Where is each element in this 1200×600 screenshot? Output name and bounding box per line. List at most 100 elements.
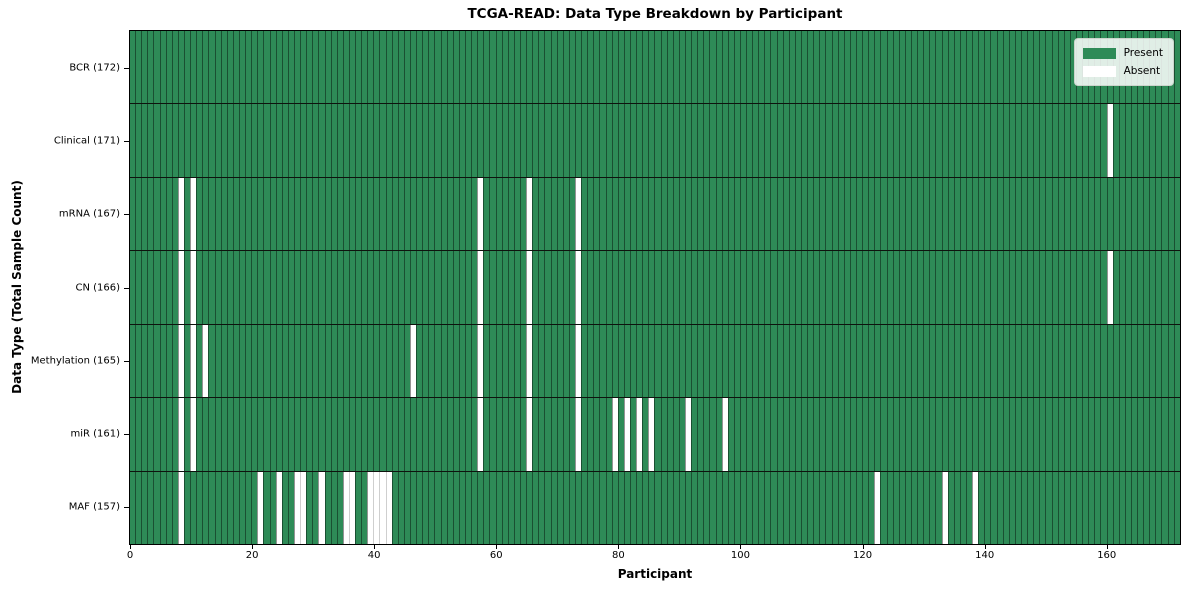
heatmap-cell — [257, 251, 264, 324]
heatmap-cell — [501, 251, 508, 324]
heatmap-cell — [770, 31, 777, 104]
heatmap-cell — [385, 324, 392, 398]
heatmap-cell — [446, 251, 453, 324]
heatmap-cell — [691, 177, 698, 251]
heatmap-cell — [495, 324, 502, 398]
heatmap-cell — [1161, 471, 1168, 544]
heatmap-cell — [611, 398, 618, 471]
heatmap-cell — [135, 471, 142, 544]
x-tick-mark — [496, 545, 498, 549]
heatmap-cell — [147, 177, 154, 251]
heatmap-cell — [501, 31, 508, 104]
heatmap-cell — [636, 177, 643, 251]
heatmap-cell — [752, 31, 759, 104]
heatmap-cell — [1124, 104, 1131, 177]
heatmap-cell — [483, 104, 490, 177]
heatmap-cell — [581, 177, 588, 251]
heatmap-cell — [1063, 398, 1070, 471]
heatmap-cell — [709, 398, 716, 471]
heatmap-cell — [1033, 471, 1040, 544]
heatmap-cell — [636, 251, 643, 324]
heatmap-cell — [794, 31, 802, 104]
heatmap-cell — [428, 324, 435, 398]
heatmap-cell — [251, 251, 258, 324]
heatmap-cell — [788, 104, 795, 177]
heatmap-cell — [947, 251, 954, 324]
heatmap-cell — [935, 251, 942, 324]
y-tick-mark — [124, 214, 129, 216]
heatmap-cell — [507, 471, 514, 544]
heatmap-cell — [513, 324, 520, 398]
x-tick-mark — [130, 545, 131, 549]
heatmap-cell — [513, 104, 520, 177]
heatmap-cell — [862, 324, 869, 398]
heatmap-cell — [293, 31, 301, 104]
heatmap-cell — [214, 31, 221, 104]
heatmap-cell — [752, 177, 759, 251]
heatmap-cell — [171, 471, 178, 544]
heatmap-cell — [1155, 324, 1162, 398]
heatmap-cell — [574, 251, 582, 324]
heatmap-cell — [758, 104, 765, 177]
heatmap-cell — [287, 251, 294, 324]
heatmap-cell — [819, 324, 826, 398]
heatmap-cell — [617, 398, 624, 471]
heatmap-cell — [361, 177, 368, 251]
heatmap-cell — [135, 31, 142, 104]
heatmap-cell — [556, 324, 563, 398]
heatmap-cell — [458, 177, 466, 251]
heatmap-cell — [965, 471, 973, 544]
heatmap-cell — [165, 324, 172, 398]
heatmap-cell — [996, 471, 1003, 544]
y-tick-mark — [124, 507, 129, 509]
heatmap-cell — [245, 398, 252, 471]
heatmap-cell — [978, 324, 985, 398]
heatmap-cell — [752, 471, 759, 544]
heatmap-cell — [196, 104, 203, 177]
heatmap-row-miR — [130, 397, 1180, 471]
heatmap-cell — [422, 251, 429, 324]
heatmap-cell — [544, 251, 551, 324]
heatmap-cell — [397, 324, 404, 398]
heatmap-cell — [568, 471, 575, 544]
heatmap-cell — [941, 251, 948, 324]
heatmap-cell — [1088, 104, 1095, 177]
heatmap-cell — [1002, 31, 1009, 104]
heatmap-cell — [489, 471, 496, 544]
heatmap-cell — [342, 104, 349, 177]
heatmap-cell — [648, 398, 655, 471]
heatmap-cell — [177, 324, 184, 398]
heatmap-cell — [678, 398, 685, 471]
heatmap-cell — [202, 31, 209, 104]
heatmap-cell — [935, 471, 942, 544]
heatmap-cell — [130, 398, 136, 471]
heatmap-cell — [856, 31, 863, 104]
heatmap-cell — [1057, 104, 1064, 177]
heatmap-cell — [1082, 177, 1089, 251]
heatmap-cell — [422, 177, 429, 251]
heatmap-cell — [1167, 104, 1174, 177]
heatmap-cell — [1020, 251, 1028, 324]
heatmap-cell — [807, 104, 814, 177]
heatmap-cell — [141, 471, 148, 544]
heatmap-cell — [758, 398, 765, 471]
x-tick-mark — [984, 545, 986, 549]
heatmap-cell — [672, 398, 679, 471]
heatmap-cell — [275, 398, 282, 471]
heatmap-cell — [709, 177, 716, 251]
heatmap-cell — [911, 398, 918, 471]
heatmap-cell — [232, 471, 239, 544]
heatmap-cell — [275, 31, 282, 104]
heatmap-cell — [831, 104, 838, 177]
heatmap-cell — [526, 104, 533, 177]
heatmap-cell — [135, 104, 142, 177]
heatmap-cell — [758, 471, 765, 544]
heatmap-cell — [904, 398, 911, 471]
heatmap-cell — [1020, 398, 1028, 471]
heatmap-cell — [385, 471, 392, 544]
heatmap-cell — [739, 471, 747, 544]
heatmap-cell — [526, 177, 533, 251]
heatmap-cell — [959, 324, 966, 398]
heatmap-cell — [434, 324, 441, 398]
